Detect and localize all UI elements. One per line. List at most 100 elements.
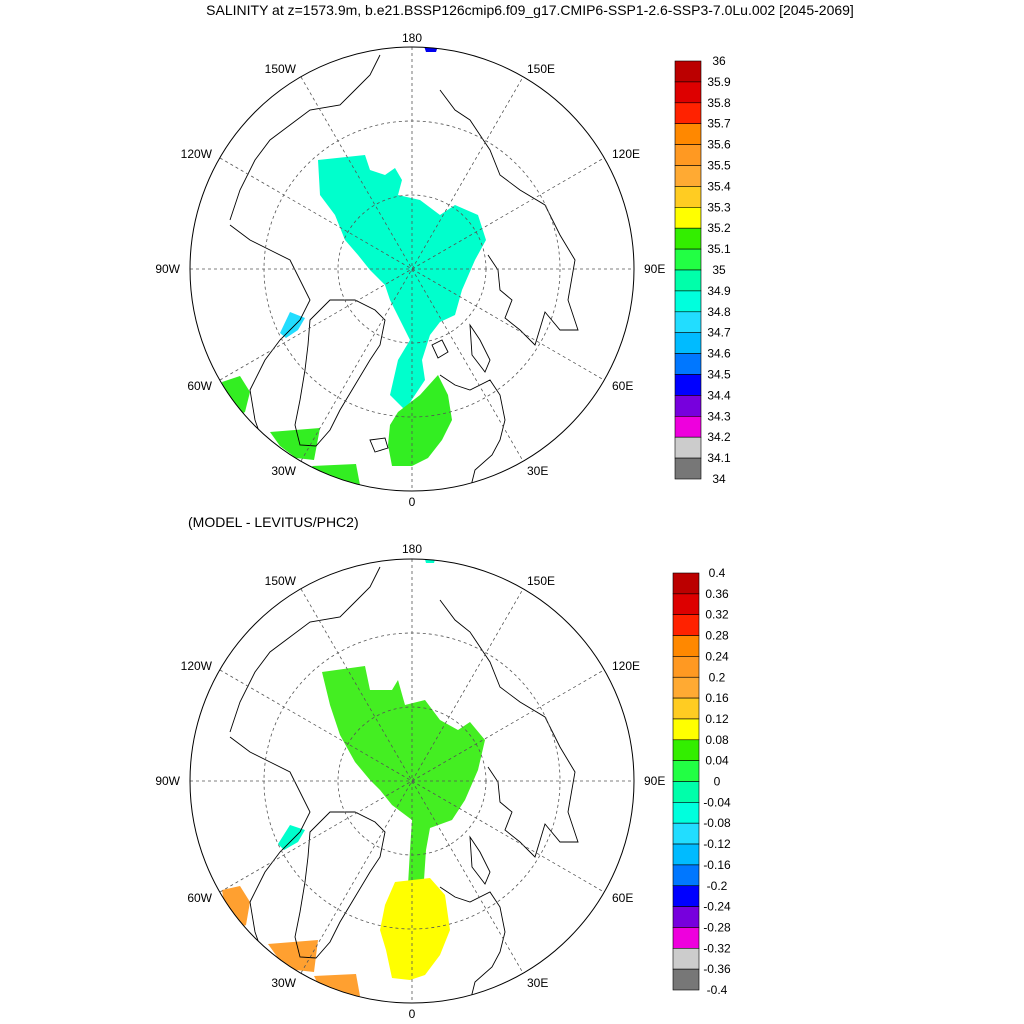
colorbar-top-label-4: 35.6 — [707, 138, 731, 152]
colorbar-top-label-20: 34 — [712, 472, 726, 486]
colorbar-top-swatch-15 — [674, 374, 702, 396]
colorbar-bottom-swatch-11 — [672, 802, 700, 824]
colorbar-top-label-0: 36 — [712, 54, 726, 68]
lon-label-120w-b: 120W — [181, 659, 213, 673]
colorbar-top-label-19: 34.1 — [707, 451, 731, 465]
difference-field-irminger — [268, 940, 318, 972]
colorbar-bottom: 0.4 0.36 0.32 0.28 0.24 0.2 0.16 0.12 0.08 0.04 0 -… — [672, 566, 731, 997]
colorbar-top-swatch-7 — [674, 207, 702, 229]
lon-label-120e: 120E — [612, 147, 640, 161]
colorbar-top-swatch-0 — [674, 60, 702, 83]
colorbar-bottom-label-0: 0.4 — [709, 566, 726, 580]
colorbar-top-swatch-2 — [674, 102, 702, 125]
map-boundary-bottom — [189, 558, 635, 1004]
salinity-field-baffin — [280, 312, 305, 338]
meridian-120-300 — [219, 157, 605, 381]
colorbar-bottom-swatch-13 — [672, 843, 700, 866]
meridian-60-240 — [219, 157, 605, 381]
colorbar-bottom-label-4: 0.24 — [705, 649, 729, 663]
colorbar-top-swatch-8 — [674, 227, 702, 250]
colorbar-top-label-12: 34.8 — [707, 305, 731, 319]
colorbar-top-swatch-16 — [674, 395, 702, 417]
salinity-field-arctic — [318, 155, 486, 410]
colorbar-bottom-label-13: -0.12 — [703, 837, 731, 851]
colorbar-top-swatch-5 — [674, 165, 702, 187]
colorbar-bottom-label-7: 0.12 — [705, 712, 729, 726]
colorbar-top-swatch-6 — [674, 186, 702, 208]
colorbar-top-label-15: 34.5 — [707, 368, 731, 382]
colorbar-top-label-18: 34.2 — [707, 430, 731, 444]
coastline-alaska — [229, 54, 381, 221]
lon-label-30e: 30E — [527, 464, 548, 478]
map-boundary-top — [189, 46, 635, 492]
meridian-150-330 — [300, 76, 524, 462]
colorbar-top-swatch-18 — [674, 436, 702, 459]
colorbar-top-swatch-4 — [674, 144, 702, 166]
meridian-30-210 — [300, 76, 524, 462]
colorbar-bottom-swatch-15 — [672, 885, 700, 907]
colorbar-bottom-label-5: 0.2 — [709, 670, 726, 684]
lon-label-90e: 90E — [644, 262, 665, 276]
colorbar-bottom-label-10: 0 — [714, 775, 721, 789]
colorbar-bottom-swatch-3 — [672, 635, 700, 657]
lon-label-60w: 60W — [187, 379, 212, 393]
page-title: SALINITY at z=1573.9m, b.e21.BSSP126cmip… — [206, 2, 854, 18]
colorbar-top-label-2: 35.8 — [707, 96, 731, 110]
meridian-150-330-b — [300, 588, 524, 974]
lon-label-0-b: 0 — [409, 1007, 416, 1021]
meridian-60-240-b — [219, 669, 605, 893]
colorbar-bottom-swatch-6 — [672, 697, 700, 720]
colorbar-bottom-label-18: -0.32 — [703, 941, 731, 955]
colorbar-bottom-label-11: -0.04 — [703, 795, 731, 809]
coastline-greenland — [294, 299, 386, 447]
colorbar-top-label-14: 34.6 — [707, 347, 731, 361]
lon-label-180: 180 — [402, 31, 422, 45]
coastline-greenland-b — [294, 811, 386, 959]
colorbar-top-label-13: 34.7 — [707, 326, 731, 340]
colorbar-bottom-swatch-16 — [672, 906, 700, 928]
colorbar-top-label-5: 35.5 — [707, 159, 731, 173]
lon-label-180-b: 180 — [402, 542, 422, 556]
colorbar-top-label-8: 35.2 — [707, 221, 731, 235]
difference-field-iceland-basin — [314, 974, 360, 996]
lon-label-60w-b: 60W — [187, 891, 212, 905]
colorbar-top-swatch-17 — [674, 415, 702, 438]
bottom-polar-map: 180 0 90W 90E 150W 120W 150E 120E 60W 30… — [155, 542, 665, 1021]
colorbar-top-swatch-19 — [674, 457, 702, 480]
coastline-canada-archipelago-b — [229, 736, 311, 953]
colorbar-bottom-label-20: -0.4 — [707, 983, 728, 997]
coastline-iceland — [369, 437, 389, 453]
colorbar-bottom-swatch-14 — [672, 864, 700, 887]
coastline-alaska-b — [229, 566, 381, 733]
difference-field-labrador — [222, 886, 250, 930]
colorbar-bottom-label-3: 0.28 — [705, 629, 729, 643]
meridian-30-210-b — [300, 588, 524, 974]
colorbar-top-label-17: 34.3 — [707, 409, 731, 423]
lon-label-90e-b: 90E — [644, 774, 665, 788]
colorbar-bottom-swatch-17 — [672, 927, 700, 949]
coastline-siberia-b — [439, 599, 579, 858]
colorbar-bottom-label-9: 0.04 — [705, 754, 729, 768]
colorbar-top-label-10: 35 — [712, 263, 726, 277]
colorbar-top-swatch-11 — [674, 290, 702, 313]
colorbar-bottom-swatch-7 — [672, 718, 700, 741]
colorbar-bottom-label-15: -0.2 — [707, 879, 728, 893]
colorbar-bottom-label-14: -0.16 — [703, 858, 731, 872]
lon-label-120e-b: 120E — [612, 659, 640, 673]
colorbar-top-swatch-14 — [674, 353, 702, 375]
salinity-field-labrador — [222, 376, 250, 418]
lon-label-150e-b: 150E — [527, 574, 555, 588]
salinity-field-norway-sea — [388, 375, 452, 466]
colorbar-bottom-label-16: -0.24 — [703, 900, 731, 914]
meridian-120-300-b — [219, 669, 605, 893]
colorbar-bottom-swatch-2 — [672, 614, 700, 636]
coastline-siberia — [439, 89, 579, 346]
salinity-field-irminger — [270, 428, 320, 460]
colorbar-bottom-swatch-10 — [672, 781, 700, 803]
salinity-field-iceland-basin — [312, 464, 360, 486]
lon-label-120w: 120W — [181, 147, 213, 161]
coastline-novaya-zemlya-b — [469, 835, 491, 885]
lon-label-90w: 90W — [155, 262, 180, 276]
lon-label-0: 0 — [409, 495, 416, 509]
